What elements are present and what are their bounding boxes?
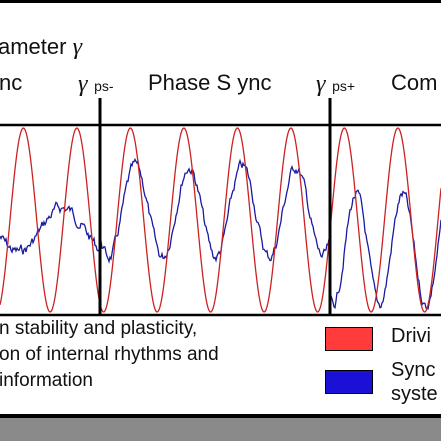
legend-swatch-sync bbox=[325, 370, 373, 394]
marker-subscript: ps- bbox=[94, 78, 114, 94]
marker-ps-minus: γ ps- bbox=[78, 70, 114, 98]
gamma-symbol: γ bbox=[72, 34, 83, 60]
region-label-left: nc bbox=[0, 70, 23, 95]
legend-label-driving: Drivi bbox=[391, 325, 431, 347]
sync-system-wave bbox=[0, 157, 441, 311]
gamma-symbol: γ bbox=[316, 71, 326, 97]
region-label-right: Com bbox=[391, 70, 438, 95]
legend-label-sync-1: Sync bbox=[391, 359, 436, 381]
bottom-bar bbox=[0, 418, 441, 441]
bottom-rule bbox=[0, 414, 441, 418]
legend-label-sync-2: syste bbox=[391, 383, 438, 405]
top-border bbox=[0, 0, 441, 3]
parameter-label: ameter γ bbox=[0, 34, 82, 61]
caption-line-2: on of internal rhythms and bbox=[0, 344, 219, 365]
driving-wave bbox=[0, 127, 441, 313]
caption-line-1: n stability and plasticity, bbox=[0, 318, 198, 339]
marker-subscript: ps+ bbox=[332, 78, 356, 94]
caption-line-3: information bbox=[0, 370, 93, 391]
parameter-text: ameter bbox=[0, 34, 67, 59]
gamma-symbol: γ bbox=[78, 71, 88, 97]
marker-ps-plus: γ ps+ bbox=[316, 70, 355, 98]
legend-swatch-driving bbox=[325, 327, 373, 351]
region-label-phase-sync: Phase S ync bbox=[148, 70, 272, 95]
